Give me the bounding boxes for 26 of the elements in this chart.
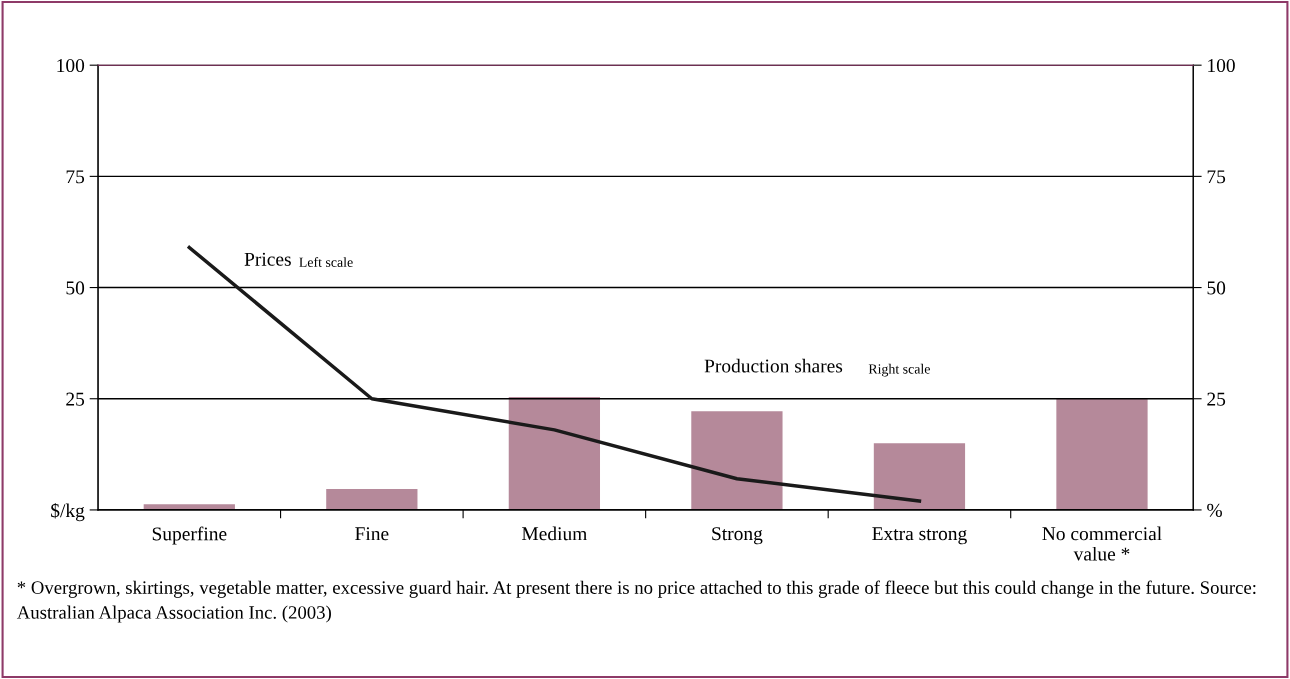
annotation: Right scale: [868, 363, 930, 377]
x-tick-label: Strong: [712, 527, 763, 545]
x-tick-label: Medium: [521, 526, 588, 541]
bar: [508, 396, 601, 510]
x-tick-label: Superfine: [152, 526, 227, 545]
y-tick-label: 25: [66, 392, 85, 406]
bar: [691, 411, 783, 510]
y2-tick-label: 75: [1207, 170, 1226, 184]
x-tick-label: No commercial value *: [1042, 526, 1162, 561]
y2-tick-label: 25: [1207, 392, 1226, 406]
series-label: Production shares: [704, 358, 843, 373]
bar: [873, 443, 966, 510]
series-label: Prices: [244, 252, 291, 266]
y2-tick-label: 50: [1207, 281, 1226, 295]
y-tick-label: 75: [66, 170, 85, 184]
bar: [326, 489, 418, 510]
y2-tick-label: %: [1207, 503, 1222, 517]
y2-tick-label: 100: [1208, 59, 1235, 73]
y-tick-label: 100: [57, 59, 85, 73]
annotation: Left scale: [299, 257, 353, 267]
x-tick-label: Extra strong: [872, 527, 967, 545]
text: * Overgrown, skirtings, vegetable matter, excessive guard hair. At present there is no price attached to this grade of fleece but this could change in the future. Source: Australian Alpaca Association Inc. (2003): [16, 580, 1256, 623]
y-tick-label: $/kg: [51, 502, 85, 522]
bar: [1056, 398, 1148, 510]
x-tick-label: Fine: [355, 527, 389, 541]
y-tick-label: 50: [66, 281, 85, 295]
